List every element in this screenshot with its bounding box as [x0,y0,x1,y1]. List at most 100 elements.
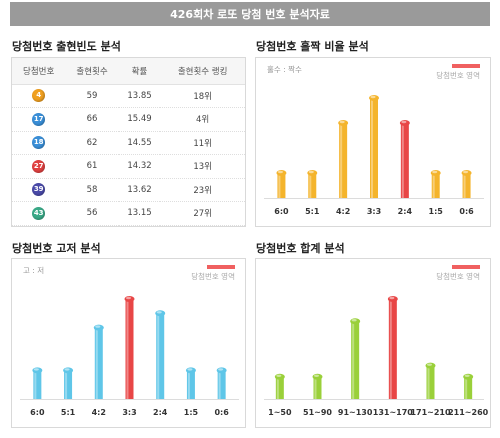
bar-rect [388,299,397,399]
cell-number: 18 [12,131,66,155]
bar-5:1 [63,367,74,399]
bar-highlight [401,123,404,198]
lotto-ball: 39 [32,183,46,197]
odd-even-chart-panel: 홀수 : 짝수 당첨번호 영역 6:0 5:1 4:2 3:3 2:4 1:5 0:6 [255,57,491,227]
bar-highlight [340,123,343,198]
lotto-ball: 17 [32,112,46,126]
bar-highlight [371,98,373,198]
bar-rect [125,299,134,399]
cell-probability: 14.55 [118,131,161,155]
bar-rect [156,313,165,399]
cell-rank: 13위 [160,154,245,179]
bar-highlight [432,173,435,198]
bar-highlight [65,370,68,399]
bar-cap-shine [427,363,432,366]
x-tick-label: 0:6 [214,408,229,417]
lotto-ball: 43 [32,206,46,220]
legend-swatch [452,64,480,68]
cell-rank: 23위 [160,178,245,202]
cell-number: 4 [12,84,66,108]
bar-highlight [278,173,281,198]
bar-rect [186,370,195,399]
bar-highlight [157,313,160,399]
x-tick-label: 5:1 [305,207,320,216]
bar-rect [339,123,348,198]
odd-even-axis-caption: 홀수 : 짝수 [267,65,302,74]
bar-rect [313,376,322,399]
bar-cap-shine [187,368,193,371]
page-title: 426회차 로또 당첨 번호 분석자료 [10,2,490,26]
bar-rect [426,365,435,399]
cell-count: 62 [65,131,119,155]
table-row: 17 66 15.49 4위 [12,107,245,132]
bar-highlight [465,376,468,399]
bar-cap-shine [218,368,224,371]
lotto-ball: 4 [32,89,46,103]
bar-rect [370,98,378,198]
x-tick-label: 6:0 [274,207,289,216]
bar-1:5 [185,367,196,399]
bar-cap-shine [401,120,407,124]
cell-number: 27 [12,154,66,179]
bar-91~130 [350,318,361,399]
bar-highlight [463,173,466,198]
x-tick-label: 51~90 [303,408,332,417]
high-low-axis-caption: 고 : 저 [23,266,45,275]
cell-probability: 13.62 [118,178,161,202]
bar-rect [94,327,103,399]
bar-cap-shine [389,296,395,300]
x-tick-label: 5:1 [61,408,76,417]
bar-0:6 [461,170,472,198]
x-tick-label: 3:3 [122,408,136,417]
bar-highlight [34,370,37,399]
header-probability: 확률 [118,58,161,85]
bar-6:0 [32,367,43,399]
lotto-ball: 18 [32,136,46,150]
bar-1~50 [274,373,285,399]
legend-label: 당첨번호 영역 [191,272,235,281]
bar-cap-shine [464,374,470,377]
x-tick-label: 6:0 [30,408,45,417]
bar-4:2 [338,120,349,198]
legend-label: 당첨번호 영역 [436,272,480,281]
table-row: 27 61 14.32 13위 [12,154,245,179]
cell-count: 61 [65,154,119,179]
bar-cap-shine [95,325,101,328]
cell-count: 59 [65,84,119,108]
bar-rect [308,173,317,198]
header-count: 출현횟수 [65,58,119,85]
x-tick-label: 211~260 [448,408,489,417]
legend-label: 당첨번호 영역 [436,71,480,80]
header-rank: 출현횟수 랭킹 [160,58,245,85]
bar-highlight [95,327,98,399]
bar-cap-shine [126,296,131,300]
bar-rect [351,321,360,399]
bar-cap-shine [64,368,70,371]
bar-highlight [309,173,312,198]
odd-even-legend: 당첨번호 영역 [436,64,480,81]
x-tick-label: 1:5 [429,207,444,216]
cell-number: 39 [12,178,66,202]
high-low-legend: 당첨번호 영역 [191,265,235,282]
x-tick-label: 131~170 [373,408,414,417]
cell-number: 17 [12,107,66,132]
bar-cap-shine [33,368,39,371]
bar-rect [217,370,226,399]
cell-rank: 11위 [160,131,245,155]
odd-even-section-title: 당첨번호 홀짝 비율 분석 [255,38,369,59]
bar-rect [275,376,284,399]
bar-highlight [187,370,190,399]
bar-rect [462,173,471,198]
table-header-row: 당첨번호 출현횟수 확률 출현횟수 랭킹 [12,58,245,85]
bar-5:1 [307,170,318,198]
frequency-panel: 당첨번호 출현횟수 확률 출현횟수 랭킹 4 59 13.85 18위 17 66 15.4… [11,57,246,227]
high-low-bar-chart: 6:0 5:1 4:2 3:3 2:4 1:5 0:6 [20,296,239,417]
bar-rect [400,123,409,198]
lotto-ball: 27 [32,159,46,173]
bar-highlight [427,365,430,399]
bar-rect [277,173,286,198]
bar-cap-shine [276,374,282,377]
bar-211~260 [463,373,474,399]
bar-cap-shine [432,170,438,174]
